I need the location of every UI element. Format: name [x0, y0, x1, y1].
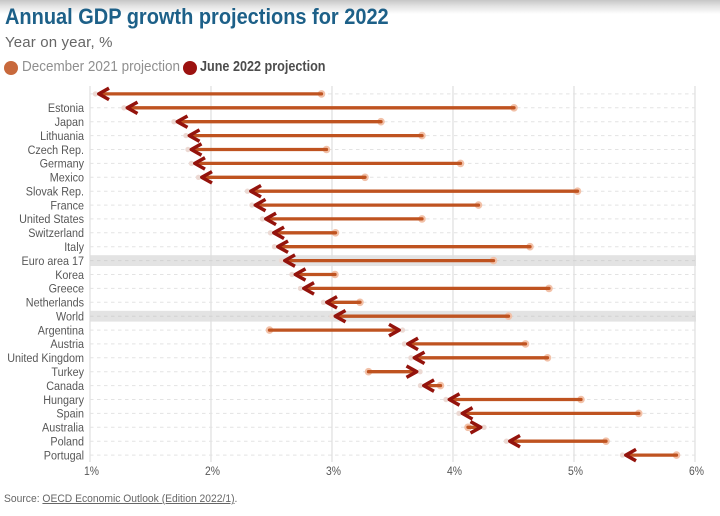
svg-text:Slovak Rep.: Slovak Rep. — [26, 185, 84, 199]
svg-text:Netherlands: Netherlands — [26, 296, 84, 310]
svg-text:Estonia: Estonia — [48, 101, 84, 115]
svg-text:Canada: Canada — [46, 379, 84, 393]
svg-text:Greece: Greece — [49, 282, 85, 296]
svg-text:1%: 1% — [84, 464, 99, 478]
svg-text:Switzerland: Switzerland — [28, 226, 84, 240]
svg-text:6%: 6% — [689, 464, 704, 478]
svg-text:3%: 3% — [326, 464, 341, 478]
svg-text:5%: 5% — [568, 464, 583, 478]
svg-text:Hungary: Hungary — [43, 393, 85, 407]
svg-text:United Kingdom: United Kingdom — [7, 351, 84, 365]
svg-text:Turkey: Turkey — [51, 365, 84, 379]
svg-text:Korea: Korea — [55, 268, 84, 282]
svg-text:4%: 4% — [447, 464, 462, 478]
svg-text:Germany: Germany — [40, 157, 85, 171]
svg-text:Lithuania: Lithuania — [40, 129, 84, 143]
svg-text:Australia: Australia — [42, 421, 84, 435]
svg-text:Argentina: Argentina — [38, 323, 84, 337]
svg-text:2%: 2% — [205, 464, 220, 478]
svg-text:World: World — [56, 310, 84, 324]
svg-text:Japan: Japan — [55, 115, 84, 129]
svg-text:France: France — [50, 198, 84, 212]
svg-text:United States: United States — [19, 212, 84, 226]
svg-text:Czech Rep.: Czech Rep. — [28, 143, 84, 157]
svg-text:Mexico: Mexico — [50, 171, 84, 185]
svg-text:Portugal: Portugal — [44, 448, 84, 462]
svg-text:Spain: Spain — [56, 407, 84, 421]
svg-text:Poland: Poland — [50, 435, 84, 449]
svg-text:Italy: Italy — [64, 240, 85, 254]
svg-text:Austria: Austria — [50, 337, 84, 351]
svg-text:Euro area 17: Euro area 17 — [22, 254, 85, 268]
